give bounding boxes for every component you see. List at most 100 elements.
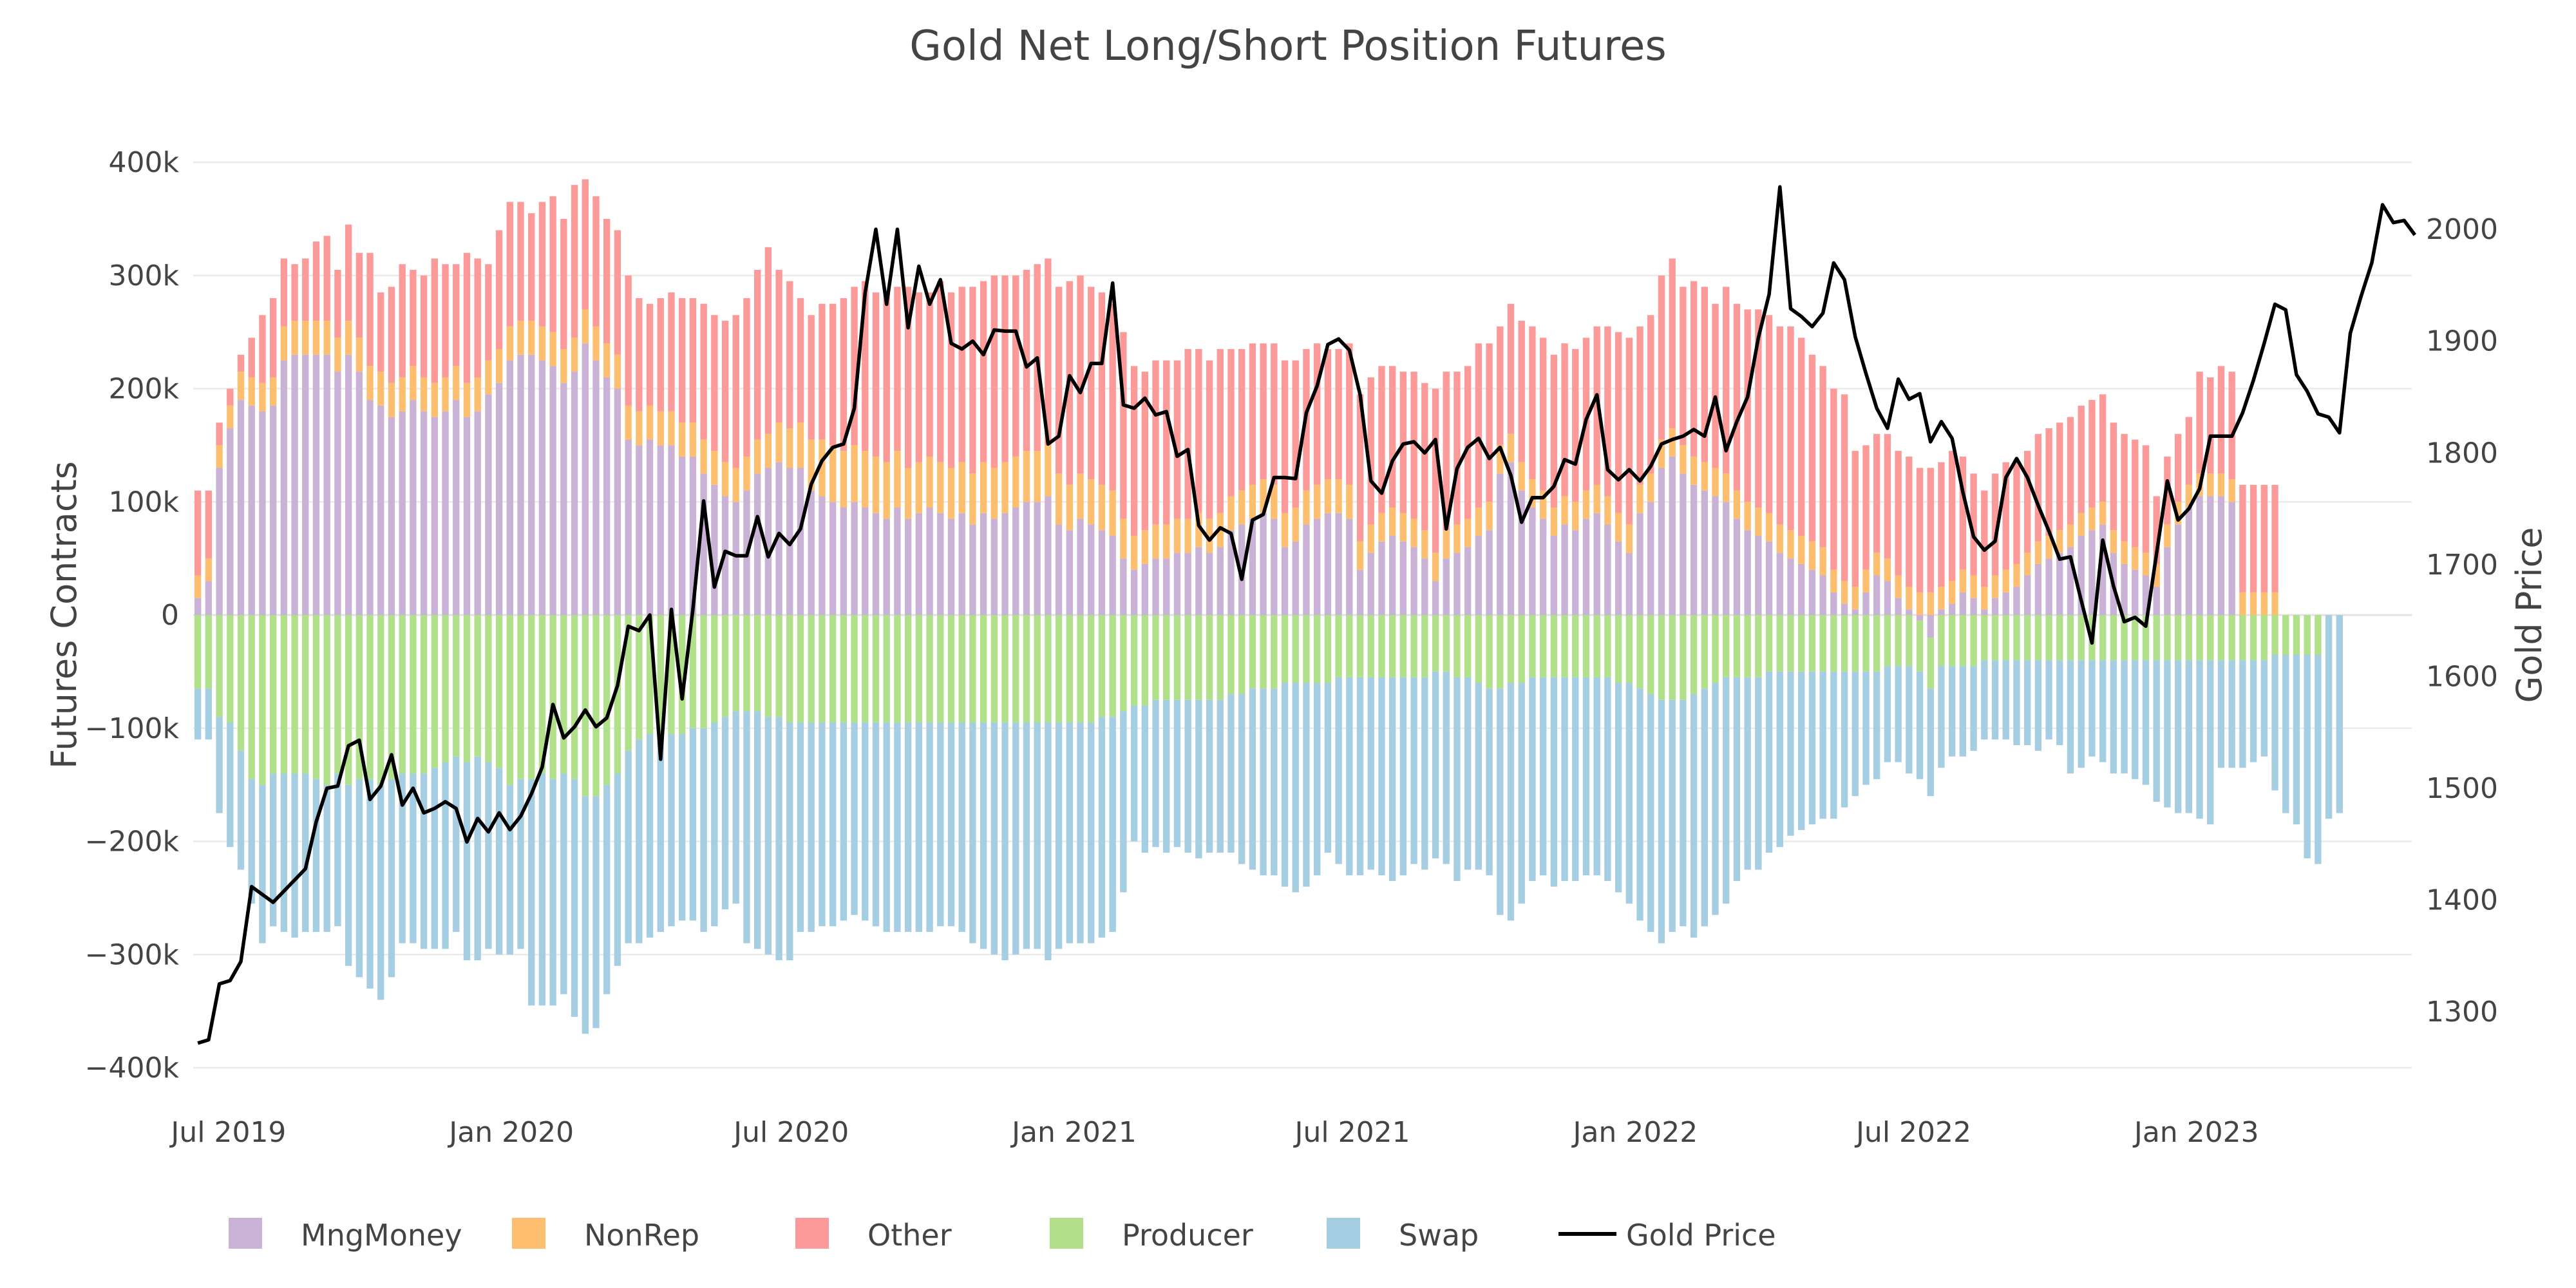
bar-mngmoney <box>1432 581 1439 615</box>
bar-mngmoney <box>1227 530 1235 615</box>
bar-producer <box>1765 615 1773 672</box>
bar-mngmoney <box>1388 535 1396 615</box>
bar-other <box>1550 354 1558 508</box>
bar-mngmoney <box>1464 547 1472 615</box>
bar-other <box>399 264 406 377</box>
bar-swap <box>2088 660 2096 757</box>
legend-label: Producer <box>1122 1218 1253 1253</box>
bar-nonrep <box>819 439 826 497</box>
bar-mngmoney <box>753 473 761 615</box>
bar-other <box>431 258 439 383</box>
bar-producer <box>1120 615 1127 712</box>
bar-nonrep <box>410 366 417 401</box>
bar-nonrep <box>1765 513 1773 542</box>
bar-mngmoney <box>1776 553 1783 615</box>
legend-swatch <box>229 1218 262 1249</box>
bar-swap <box>2132 660 2139 779</box>
bar-producer <box>2099 615 2107 661</box>
bar-nonrep <box>1701 462 1708 491</box>
bar-swap <box>937 722 944 927</box>
bar-mngmoney <box>592 360 600 615</box>
bar-nonrep <box>1787 530 1794 559</box>
bar-swap <box>872 722 880 927</box>
bar-swap <box>1669 699 1676 933</box>
bar-nonrep <box>345 321 352 355</box>
bar-nonrep <box>721 462 729 497</box>
bar-other <box>2078 405 2085 513</box>
bar-producer <box>1916 620 1924 672</box>
bar-swap <box>1991 660 1999 740</box>
bar-nonrep <box>1281 513 1289 547</box>
bar-swap <box>592 796 600 1028</box>
bar-producer <box>668 615 675 734</box>
bar-other <box>549 196 556 332</box>
bar-other <box>1098 292 1106 485</box>
bar-mngmoney <box>2002 592 2009 615</box>
bar-nonrep <box>2045 535 2052 559</box>
bar-nonrep <box>280 326 288 361</box>
bar-nonrep <box>248 377 255 406</box>
bar-other <box>819 303 826 440</box>
bar-mngmoney <box>1529 507 1536 615</box>
bar-nonrep <box>1819 547 1826 576</box>
bar-mngmoney <box>1507 462 1515 615</box>
bar-producer <box>990 615 998 723</box>
bar-other <box>2196 372 2203 474</box>
bar-other <box>1120 332 1127 519</box>
bar-producer <box>840 615 848 723</box>
bar-mngmoney <box>259 411 266 615</box>
bar-swap <box>1518 683 1525 904</box>
bar-nonrep <box>1292 507 1299 542</box>
bar-producer <box>1303 615 1310 683</box>
bar-nonrep <box>1077 473 1084 519</box>
bar-producer <box>1388 615 1396 677</box>
bar-nonrep <box>1260 479 1267 513</box>
bar-nonrep <box>2164 524 2171 547</box>
bar-mngmoney <box>1884 581 1891 615</box>
bar-nonrep <box>743 456 750 491</box>
bar-swap <box>840 722 848 921</box>
bar-other <box>2110 422 2117 531</box>
bar-mngmoney <box>1303 524 1310 615</box>
bar-mngmoney <box>862 507 869 615</box>
bar-other <box>2207 377 2214 474</box>
bar-mngmoney <box>302 354 309 615</box>
bar-nonrep <box>205 558 213 582</box>
bar-other <box>668 292 675 412</box>
bar-other <box>1658 275 1665 440</box>
bar-mngmoney <box>1604 524 1611 615</box>
bar-mngmoney <box>1938 609 1945 615</box>
bar-nonrep <box>1981 587 1988 610</box>
bar-producer <box>2304 615 2311 655</box>
bar-other <box>1238 348 1245 491</box>
bar-nonrep <box>1486 502 1493 531</box>
bar-swap <box>1055 722 1063 949</box>
bar-producer <box>1045 615 1052 723</box>
bar-other <box>582 179 589 310</box>
bar-nonrep <box>1690 456 1698 485</box>
bar-nonrep <box>1712 468 1719 497</box>
bar-mngmoney <box>312 354 320 615</box>
bar-swap <box>2260 660 2268 757</box>
bar-other <box>1906 456 1913 587</box>
bar-swap <box>2121 660 2128 774</box>
bar-producer <box>1001 615 1009 723</box>
bar-mngmoney <box>840 507 848 615</box>
bar-mngmoney <box>711 484 718 615</box>
bar-swap <box>1356 677 1364 876</box>
bar-nonrep <box>2013 564 2020 587</box>
bar-producer <box>2013 615 2020 661</box>
bar-producer <box>1130 615 1138 706</box>
bar-producer <box>969 615 976 723</box>
bar-swap <box>237 750 245 870</box>
bar-mngmoney <box>2078 535 2085 615</box>
y-left-tick-label: 200k <box>109 373 180 406</box>
bar-swap <box>431 768 439 949</box>
bar-mngmoney <box>1981 609 1988 615</box>
bar-swap <box>915 722 923 933</box>
bar-swap <box>2315 654 2322 864</box>
bar-other <box>1970 473 1977 576</box>
bar-producer <box>205 615 213 689</box>
bar-mngmoney <box>1808 569 1816 615</box>
bar-producer <box>2239 615 2246 661</box>
